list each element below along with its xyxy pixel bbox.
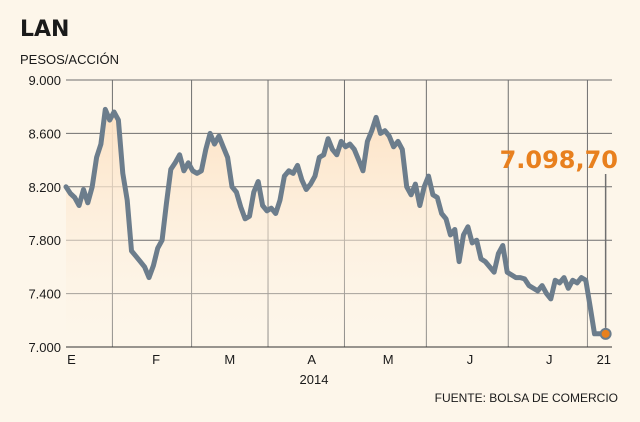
last-value-marker: [599, 327, 612, 340]
ytick-label: 7.800: [28, 233, 61, 248]
chart-subtitle: PESOS/ACCIÓN: [20, 52, 119, 67]
last-value-callout: 7.098,70: [500, 146, 618, 174]
xtick-label: A: [307, 352, 316, 367]
xtick-label: E: [67, 352, 76, 367]
ytick-label: 8.600: [28, 126, 61, 141]
chart-title: LAN: [20, 17, 69, 42]
year-label: 2014: [300, 372, 329, 387]
x-tick-labels: E F M A M J J 21: [67, 352, 611, 367]
xtick-label: J: [467, 352, 474, 367]
price-area-fill: [66, 109, 608, 348]
y-tick-labels: 7.000 7.400 7.800 8.200 8.600 9.000: [28, 73, 61, 355]
price-line: [63, 106, 611, 337]
xtick-label: F: [152, 352, 160, 367]
ytick-label: 7.400: [28, 287, 61, 302]
xtick-label: 21: [597, 352, 611, 367]
ytick-label: 7.000: [28, 340, 61, 355]
ytick-label: 8.200: [28, 180, 61, 195]
xtick-label: M: [224, 352, 235, 367]
ytick-label: 9.000: [28, 73, 61, 88]
source-note: FUENTE: BOLSA DE COMERCIO: [435, 391, 618, 405]
xtick-label: M: [383, 352, 394, 367]
xtick-label: J: [546, 352, 553, 367]
